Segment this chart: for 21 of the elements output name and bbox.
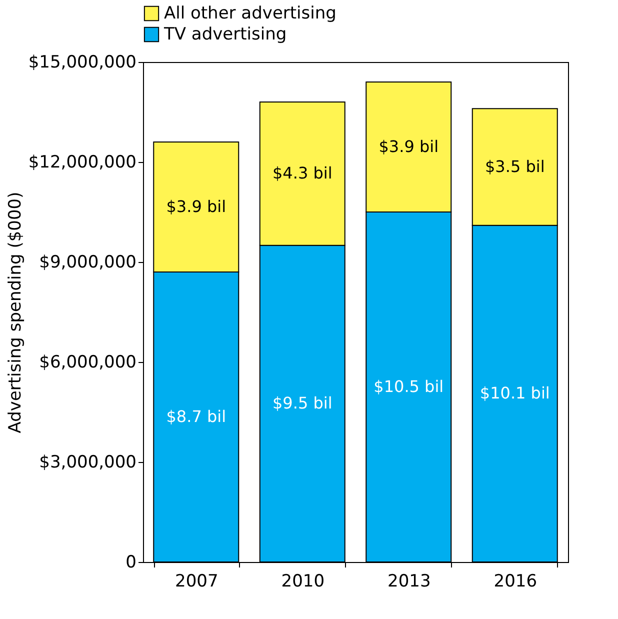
x-tick-label: 2013: [387, 572, 431, 592]
legend-label: TV advertising: [163, 24, 287, 44]
x-tick-label: 2010: [281, 572, 325, 592]
y-tick-label: 0: [126, 552, 136, 572]
legend-label: All other advertising: [164, 4, 336, 24]
annotation: $8.7 bil: [166, 407, 226, 426]
annotation: $3.5 bil: [484, 157, 545, 176]
y-tick-label: $6,000,000: [39, 352, 136, 372]
annotation: $4.3 bil: [272, 164, 332, 183]
y-tick-label: $3,000,000: [39, 452, 136, 472]
annotation: $3.9 bil: [378, 137, 439, 156]
annotation: $10.5 bil: [374, 377, 444, 396]
y-tick-label: $9,000,000: [39, 252, 136, 272]
y-tick-label: $12,000,000: [28, 152, 136, 172]
x-tick-label: 2007: [174, 572, 218, 592]
x-tick-label: 2016: [494, 572, 538, 592]
y-tick-label: $15,000,000: [28, 52, 136, 72]
y-axis-title: Advertising spending ($000): [5, 192, 26, 434]
annotation: $3.9 bil: [166, 197, 226, 216]
annotation: $10.1 bil: [480, 384, 550, 403]
annotation: $9.5 bil: [272, 394, 332, 413]
